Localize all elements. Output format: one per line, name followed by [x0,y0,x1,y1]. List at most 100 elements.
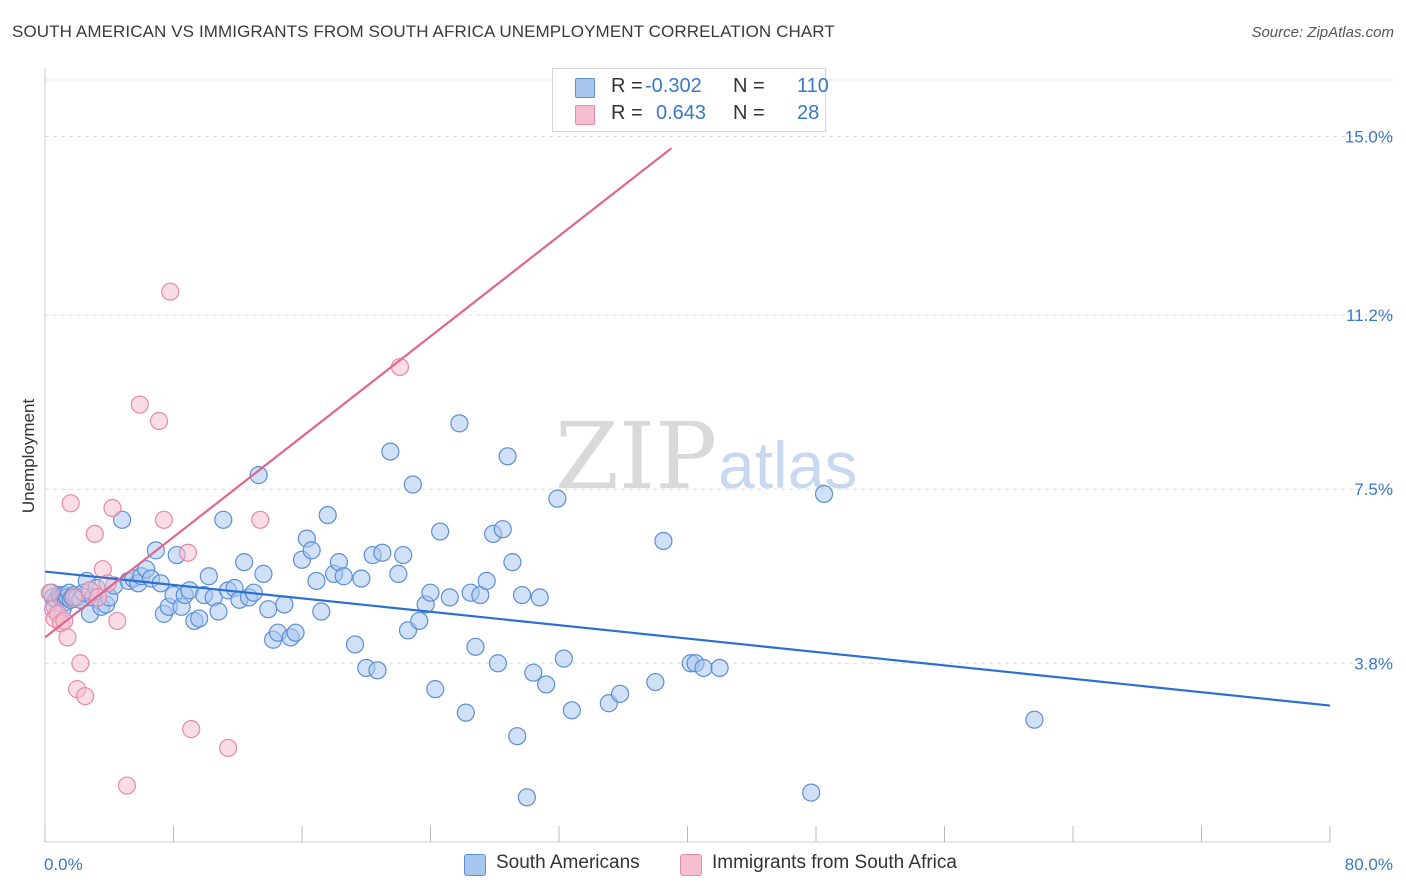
south-africa-immigrant-point [182,720,201,739]
south-american-point [286,623,305,642]
stats-legend: R = -0.302 N = 110 R = 0.643 N = 28 [552,68,829,132]
south-american-point [802,783,821,802]
south-american-point [426,680,445,699]
south-africa-trend-line [44,147,673,639]
points-layer [40,282,1044,807]
legend-swatch-pink [575,105,595,125]
x-tick-label: 0.0% [44,855,83,874]
south-american-point [352,569,371,588]
south-american-point [112,510,132,529]
south-american-point [431,522,450,541]
y-tick-label: 11.2% [1346,306,1393,325]
legend-r-label: R = [611,75,643,97]
south-american-point [654,531,673,551]
south-africa-immigrant-point [64,588,84,607]
south-american-point [694,658,713,678]
bottom-legend-label: South Americans [496,852,640,873]
south-american-point [410,611,429,631]
south-american-point [394,545,413,565]
watermark: ZIP atlas [555,403,857,510]
south-american-point [368,661,387,680]
south-american-point [488,654,508,673]
south-american-point [524,663,543,682]
south-american-point [190,609,209,628]
south-africa-immigrant-point [149,411,169,431]
south-africa-immigrant-point [161,282,180,301]
south-american-point [508,727,527,746]
south-americans-trend-line [44,570,1331,707]
south-american-point [610,684,630,703]
south-american-point [334,567,353,586]
south-american-point [530,588,549,607]
south-american-point [373,543,392,562]
south-american-point [498,447,517,466]
south-american-point [450,414,469,433]
south-american-point [259,600,278,619]
south-africa-immigrant-point [103,498,122,518]
y-tick-label: 7.5% [1354,480,1393,499]
bottom-legend-swatch-blue [464,854,486,876]
legend-n-label: N = [733,75,765,97]
y-tick-label: 3.8% [1354,654,1393,673]
south-american-point [814,484,834,504]
south-american-point [440,588,459,607]
south-africa-immigrant-point [178,543,198,562]
y-tick-label: 15.0% [1345,127,1393,146]
south-american-point [512,585,532,605]
south-american-point [517,788,536,807]
south-american-point [209,602,228,621]
south-american-point [421,583,440,602]
south-american-point [562,701,581,720]
south-africa-immigrant-point [71,654,90,673]
chart-title: SOUTH AMERICAN VS IMMIGRANTS FROM SOUTH … [12,22,835,41]
south-american-point [554,649,573,668]
south-american-point [493,520,512,539]
south-africa-immigrant-point [40,583,59,602]
south-american-point [503,553,522,572]
south-american-point [302,541,321,560]
south-american-point [214,510,233,529]
south-american-point [456,703,475,722]
watermark-zip: ZIP [555,403,717,510]
south-american-point [318,505,337,525]
bottom-legend-swatch-pink [680,854,702,876]
south-american-point [537,675,556,694]
legend-r-label: R = [611,102,643,124]
south-american-point [381,442,400,461]
south-africa-immigrant-point [154,510,173,529]
south-africa-immigrant-point [251,510,270,529]
legend-n-value: 28 [797,102,820,124]
south-american-point [466,637,485,656]
legend-r-value: -0.302 [645,75,702,97]
south-africa-immigrant-point [219,738,238,758]
south-american-point [403,475,422,494]
south-american-point [254,564,273,583]
south-africa-immigrant-point [117,776,137,795]
south-american-point [389,564,408,583]
south-american-point [646,672,665,692]
chart-source: Source: ZipAtlas.com [1251,24,1394,41]
watermark-atlas: atlas [718,428,857,502]
legend-n-value: 110 [797,75,829,97]
south-africa-immigrant-point [130,395,149,414]
south-american-point [312,602,331,621]
y-axis-label: Unemployment [19,399,38,514]
south-american-point [1025,710,1044,729]
south-american-point [548,489,567,508]
legend-n-label: N = [733,102,765,124]
legend-swatch-blue [575,78,595,98]
south-american-point [199,567,218,586]
bottom-legend-label: Immigrants from South Africa [712,852,957,873]
south-american-point [477,571,496,591]
south-american-point [235,553,254,572]
south-american-point [249,466,268,485]
south-american-point [710,658,729,678]
grid-layer [45,79,1395,664]
x-tick-label: 80.0% [1345,855,1393,874]
south-africa-immigrant-point [58,628,77,647]
south-africa-immigrant-point [61,494,80,513]
axes-layer: 3.8% 7.5% 11.2% 15.0% 0.0% 80.0% [44,68,1393,874]
south-american-point [275,595,294,614]
south-american-point [345,635,365,654]
